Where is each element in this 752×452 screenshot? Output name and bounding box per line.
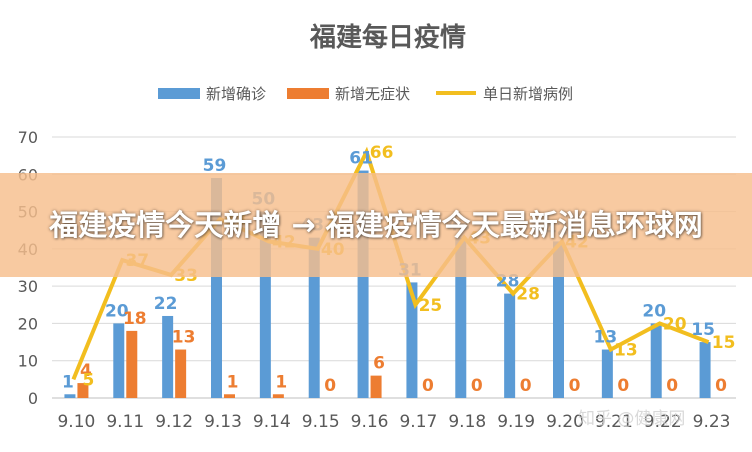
data-label-confirmed: 59 [203,156,227,176]
data-label-confirmed: 1 [62,372,74,392]
bar-asymptomatic [175,349,187,398]
data-label-asymptomatic: 0 [520,376,532,396]
data-label-asymptomatic: 18 [123,309,147,329]
bar-confirmed [406,282,418,398]
bar-asymptomatic [370,375,382,398]
x-tick-label: 9.14 [253,412,291,432]
x-tick-label: 9.21 [595,412,633,432]
x-axis-ticks: 9.10 9.11 9.12 9.13 9.14 9.15 9.16 9.17 9.18 9.19… [57,412,730,432]
x-tick-label: 9.22 [644,412,682,432]
chart-title: 福建每日疫情 [309,22,466,53]
data-label-confirmed: 22 [154,294,178,314]
x-tick-label: 9.15 [302,412,340,432]
bar-confirmed [455,237,467,398]
data-label-asymptomatic: 1 [275,372,287,392]
bar-confirmed [211,178,222,398]
data-label-asymptomatic: 13 [172,328,196,348]
bar-confirmed [553,241,564,398]
legend-label-confirmed: 新增确诊 [206,85,266,103]
headline-banner: 福建疫情今天新增 → 福建疫情今天最新消息环球网 [0,173,752,277]
data-label-asymptomatic: 0 [715,376,727,396]
data-label-asymptomatic: 0 [324,376,336,396]
x-tick-label: 9.16 [351,412,389,432]
data-label-asymptomatic: 0 [569,376,581,396]
bar-confirmed [357,170,369,398]
y-tick-label: 20 [18,314,38,333]
bar-confirmed [650,323,662,398]
data-label-confirmed: 15 [691,320,715,340]
y-tick-label: 70 [18,128,38,147]
bar-asymptomatic [77,383,89,398]
legend-label-asymptomatic: 新增无症状 [335,85,410,103]
data-label-asymptomatic: 0 [471,376,483,396]
bars [64,170,711,398]
legend-swatch-asymptomatic [287,88,329,99]
bar-asymptomatic [224,394,235,398]
data-label-daily: 13 [614,341,638,361]
x-tick-label: 9.13 [204,412,242,432]
x-tick-label: 9.17 [399,412,437,432]
data-label-daily: 25 [419,296,443,316]
x-tick-label: 9.10 [57,412,95,432]
legend-swatch-confirmed [158,88,200,99]
y-tick-label: 0 [28,389,38,408]
data-label-confirmed: 61 [349,149,373,169]
data-label-confirmed: 20 [105,301,129,321]
data-label-asymptomatic: 1 [227,372,239,392]
data-label-asymptomatic: 4 [80,361,92,381]
y-tick-label: 10 [18,352,38,371]
legend: 新增确诊 新增无症状 单日新增病例 [158,85,573,103]
bar-confirmed [699,342,711,398]
x-tick-label: 9.18 [448,412,486,432]
x-tick-label: 9.19 [497,412,535,432]
bar-asymptomatic [272,394,284,398]
legend-label-daily: 单日新增病例 [483,85,573,103]
x-tick-label: 9.23 [693,412,731,432]
data-label-asymptomatic: 6 [373,354,385,374]
data-label-daily: 28 [516,285,540,305]
bar-confirmed [308,237,320,398]
data-label-asymptomatic: 0 [617,376,629,396]
data-label-daily: 66 [370,143,394,163]
data-label-daily: 5 [83,370,95,390]
data-label-confirmed: 20 [642,301,666,321]
x-tick-label: 9.12 [155,412,193,432]
data-label-asymptomatic: 0 [666,376,678,396]
bar-confirmed [162,315,174,398]
x-tick-label: 9.20 [546,412,584,432]
bar-confirmed [259,211,271,398]
x-tick-label: 9.11 [106,412,144,432]
bar-confirmed [504,293,516,398]
data-label-confirmed: 13 [594,328,618,348]
bar-asymptomatic [126,330,138,398]
bar-confirmed [64,394,76,398]
watermark: 知乎 @健康网 [578,409,686,429]
y-tick-label: 30 [18,277,38,296]
data-label-daily: 15 [712,333,736,353]
headline-text: 福建疫情今天新增 → 福建疫情今天最新消息环球网 [49,208,703,242]
bar-confirmed [601,349,613,398]
bar-confirmed [113,323,125,398]
data-label-daily: 20 [663,314,687,334]
data-label-asymptomatic: 0 [422,376,434,396]
